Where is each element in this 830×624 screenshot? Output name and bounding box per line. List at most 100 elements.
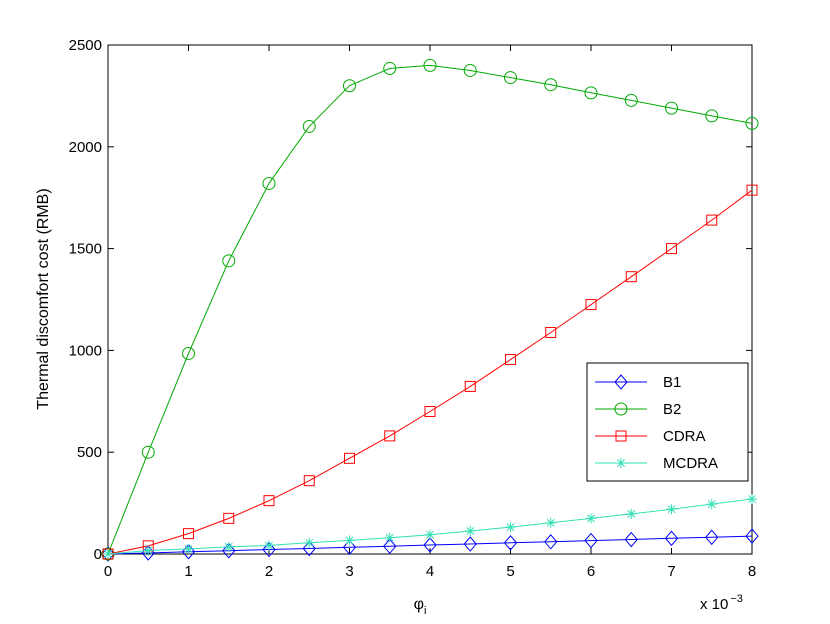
legend-marker-cdra — [615, 430, 627, 442]
data-point-b1 — [544, 534, 558, 550]
data-point-cdra — [666, 243, 677, 255]
data-point-b1 — [624, 531, 638, 548]
marker-stroke — [385, 533, 394, 542]
data-point-b2 — [222, 254, 236, 268]
data-point-b1 — [342, 539, 357, 556]
x-tick-label: 4 — [426, 563, 434, 580]
data-point-mcdra — [626, 508, 637, 519]
legend-item-b1: B1 — [595, 374, 681, 391]
marker-stroke — [104, 550, 112, 558]
legend-item-mcdra: MCDRA — [595, 455, 718, 472]
series-line-cdra — [107, 189, 753, 555]
data-point-b2 — [262, 176, 276, 190]
y-tick-label: 500 — [77, 444, 102, 461]
y-tick-label: 1000 — [69, 342, 102, 359]
data-point-mcdra — [545, 517, 556, 528]
marker-stroke — [265, 541, 273, 550]
data-point-mcdra — [505, 522, 516, 533]
data-point-mcdra — [264, 540, 274, 551]
data-point-b1 — [302, 540, 316, 557]
series-line-b1 — [107, 535, 753, 555]
marker-stroke — [546, 518, 555, 527]
data-point-cdra — [505, 354, 516, 366]
data-point-mcdra — [384, 532, 395, 543]
data-point-b1 — [383, 538, 397, 555]
data-point-b2 — [584, 86, 598, 100]
legend-label-cdra: CDRA — [663, 428, 706, 445]
y-axis-label: Thermal discomfort cost (RMB) — [35, 188, 52, 409]
marker-stroke — [345, 536, 354, 545]
series-line-b2 — [107, 64, 753, 555]
data-point-cdra — [183, 528, 194, 540]
legend-box — [586, 362, 749, 482]
data-point-mcdra — [143, 545, 154, 556]
data-point-mcdra — [304, 537, 315, 548]
x-axis-label-subscript: i — [424, 605, 426, 617]
data-point-b1 — [584, 532, 598, 549]
data-point-mcdra — [103, 549, 113, 559]
x-tick-label: 8 — [748, 563, 756, 580]
legend-label-b1: B1 — [663, 374, 681, 391]
data-point-cdra — [625, 271, 637, 283]
legend-label-b2: B2 — [663, 401, 681, 418]
x-axis-label-symbol: φ — [414, 596, 424, 613]
x-axis-multiplier-exponent: −3 — [730, 593, 743, 605]
data-point-b1 — [664, 530, 679, 547]
marker-stroke — [144, 546, 153, 555]
data-point-mcdra — [344, 535, 355, 546]
legend-label-mcdra: MCDRA — [663, 455, 718, 472]
data-point-b1 — [503, 535, 518, 551]
legend-item-cdra: CDRA — [595, 428, 706, 445]
series-b2 — [101, 58, 759, 561]
data-point-b1 — [423, 537, 437, 553]
marker-stroke — [707, 500, 716, 509]
data-point-b1 — [705, 529, 719, 546]
data-point-mcdra — [223, 541, 234, 552]
marker-stroke — [466, 527, 475, 535]
data-point-b1 — [262, 541, 276, 558]
x-tick-label: 7 — [667, 563, 675, 580]
y-tick-label: 0 — [94, 546, 102, 563]
x-tick-label: 0 — [104, 563, 112, 580]
marker-stroke — [184, 544, 193, 553]
data-point-mcdra — [586, 513, 596, 524]
x-axis-multiplier-base: x 10 — [700, 596, 728, 613]
data-point-b2 — [101, 547, 115, 561]
data-point-cdra — [464, 380, 476, 392]
data-point-b2 — [343, 79, 356, 93]
data-point-mcdra — [183, 543, 194, 554]
marker-stroke — [426, 530, 434, 539]
marker-stroke — [587, 514, 595, 523]
x-tick-label: 3 — [345, 563, 353, 580]
y-tick-label: 2000 — [69, 139, 102, 156]
data-point-mcdra — [747, 494, 757, 505]
legend-item-b2: B2 — [595, 401, 681, 418]
data-point-b2 — [463, 63, 477, 77]
marker-stroke — [748, 495, 756, 503]
data-point-b2 — [544, 78, 558, 92]
data-point-cdra — [223, 512, 235, 524]
data-point-cdra — [706, 214, 718, 226]
marker-stroke — [305, 538, 314, 547]
data-point-cdra — [303, 475, 315, 487]
data-point-b2 — [705, 109, 719, 123]
data-point-b1 — [463, 536, 477, 552]
marker-stroke — [627, 509, 636, 518]
x-tick-label: 1 — [184, 563, 192, 580]
data-point-b1 — [101, 546, 115, 562]
data-point-mcdra — [465, 525, 476, 536]
data-point-cdra — [384, 430, 396, 442]
data-point-b2 — [383, 61, 397, 75]
data-point-b2 — [423, 58, 437, 72]
x-tick-label: 6 — [587, 563, 595, 580]
x-tick-label: 5 — [506, 563, 514, 580]
data-point-cdra — [424, 405, 436, 417]
y-tick-label: 2500 — [69, 37, 102, 54]
data-point-b2 — [302, 119, 316, 133]
data-point-cdra — [585, 299, 597, 311]
x-axis-multiplier: x 10 −3 — [700, 593, 743, 613]
marker-stroke — [617, 459, 625, 467]
legend-marker-mcdra — [616, 458, 626, 468]
data-point-cdra — [746, 184, 758, 196]
